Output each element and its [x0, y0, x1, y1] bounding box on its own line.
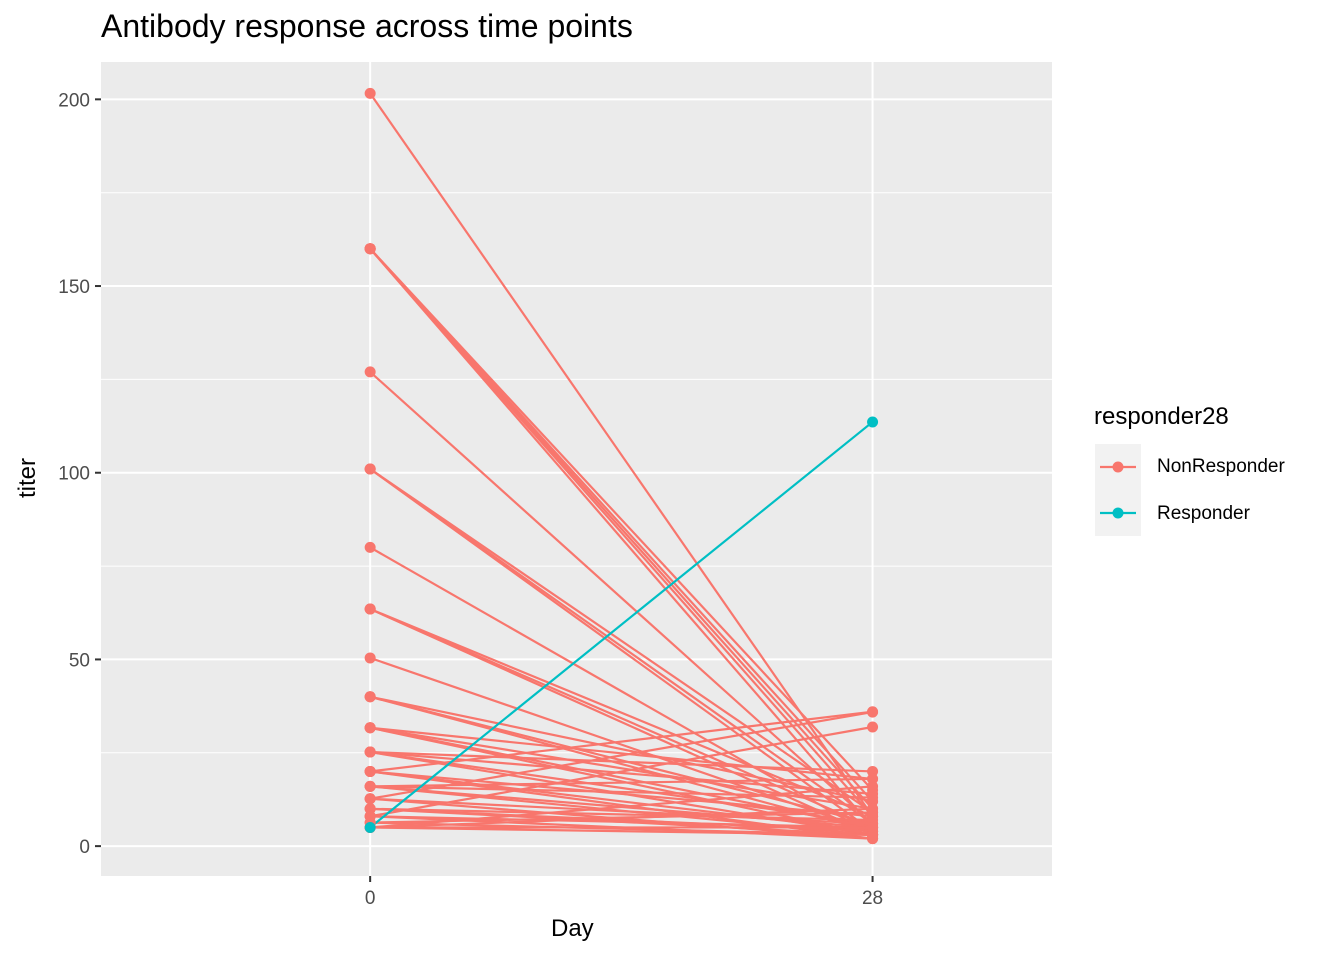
- point-nonresponder-day0: [364, 746, 376, 758]
- point-nonresponder-day28: [867, 721, 879, 733]
- point-nonresponder-day0: [364, 793, 376, 805]
- series-line-nonresponder: [369, 92, 874, 817]
- series-line-nonresponder: [370, 785, 873, 799]
- series-line-nonresponder: [370, 750, 873, 773]
- point-nonresponder-day0: [364, 722, 376, 734]
- series-line-nonresponder: [369, 608, 874, 836]
- series-line-nonresponder: [369, 695, 873, 803]
- y-tick-label: 200: [58, 90, 90, 111]
- series-line-nonresponder: [369, 608, 874, 829]
- series-line-nonresponder: [369, 608, 873, 818]
- point-nonresponder-day0: [364, 603, 376, 615]
- y-axis: 0 50 100 150 200: [58, 90, 101, 858]
- series-line-nonresponder: [370, 826, 873, 837]
- point-nonresponder-day0: [364, 780, 376, 792]
- y-tick-label: 150: [58, 277, 90, 298]
- x-axis-title: Day: [551, 915, 594, 942]
- point-nonresponder-day28: [867, 706, 879, 718]
- point-nonresponder-day0: [364, 691, 376, 703]
- major-gridlines: [101, 62, 1052, 876]
- series-points: [364, 87, 879, 845]
- series-line-nonresponder: [369, 468, 874, 825]
- x-axis: 0 28: [365, 876, 883, 909]
- series-line-nonresponder: [370, 770, 873, 818]
- legend-key-point-responder: [1112, 507, 1124, 519]
- legend-key-point-nonresponder: [1112, 461, 1124, 473]
- series-line-nonresponder: [370, 807, 873, 829]
- point-nonresponder-day28: [867, 821, 879, 833]
- series-line-nonresponder: [370, 785, 873, 829]
- series-line-nonresponder: [369, 695, 873, 825]
- point-nonresponder-day0: [364, 243, 376, 255]
- point-nonresponder-day28: [867, 792, 879, 804]
- point-nonresponder-day0: [364, 765, 376, 777]
- series-line-responder: [369, 421, 874, 829]
- point-nonresponder-day0: [364, 541, 376, 553]
- y-tick-label: 50: [69, 650, 90, 671]
- legend-title: responder28: [1094, 403, 1229, 430]
- point-nonresponder-day0: [364, 463, 376, 475]
- series-line-nonresponder: [369, 371, 874, 825]
- x-tick-label: 28: [862, 888, 883, 909]
- point-nonresponder-day28: [867, 803, 879, 815]
- series-lines: [369, 92, 874, 840]
- legend-label-nonresponder: NonResponder: [1157, 456, 1285, 477]
- series-line-nonresponder: [370, 726, 873, 781]
- legend-label-responder: Responder: [1157, 503, 1250, 524]
- y-tick-label: 100: [58, 464, 90, 485]
- x-tick-label: 0: [365, 888, 376, 909]
- series-line-nonresponder: [369, 247, 874, 829]
- series-line-nonresponder: [369, 247, 874, 803]
- y-axis-title-wrap: titer: [14, 458, 44, 528]
- y-tick-label: 0: [79, 837, 90, 858]
- legend-key-background: [1095, 444, 1141, 536]
- series-line-nonresponder: [369, 710, 873, 800]
- series-line-nonresponder: [369, 468, 874, 814]
- series-line-nonresponder: [370, 797, 873, 825]
- point-nonresponder-day28: [867, 780, 879, 792]
- series-line-nonresponder: [370, 807, 873, 822]
- legend: [1095, 444, 1141, 536]
- point-responder-day28: [867, 416, 879, 428]
- y-axis-title: titer: [14, 457, 41, 498]
- chart-title: Antibody response across time points: [101, 8, 633, 44]
- series-line-nonresponder: [369, 725, 873, 818]
- point-nonresponder-day0: [364, 652, 376, 664]
- point-nonresponder-day0: [364, 87, 376, 99]
- series-line-nonresponder: [369, 247, 874, 791]
- panel-background: [101, 62, 1052, 876]
- series-line-nonresponder: [370, 710, 873, 773]
- point-responder-day0: [364, 821, 376, 833]
- series-line-nonresponder: [370, 815, 873, 829]
- point-nonresponder-day0: [364, 366, 376, 378]
